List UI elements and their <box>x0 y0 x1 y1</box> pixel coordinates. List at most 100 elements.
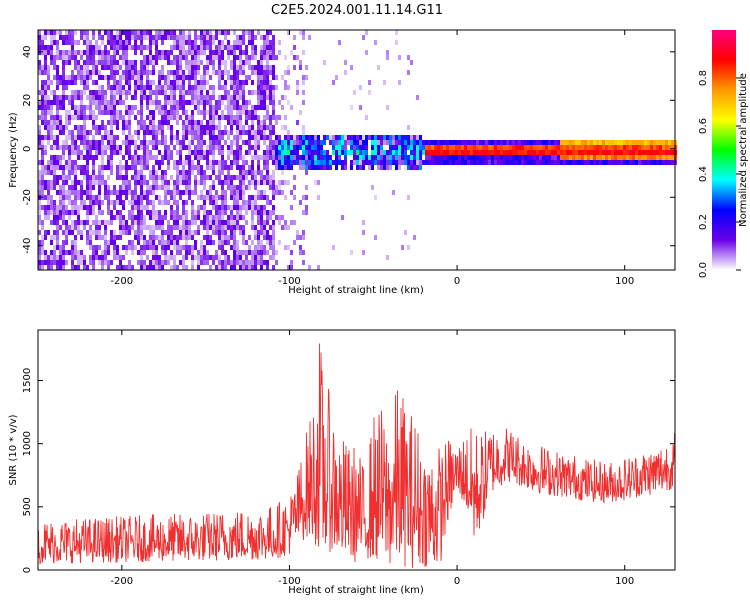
spectrogram-cell <box>215 30 218 35</box>
spectrogram-cell <box>122 120 125 125</box>
spectrogram-cell <box>281 215 284 220</box>
spectrogram-cell <box>236 185 239 190</box>
spectrogram-cell <box>158 255 161 260</box>
spectrogram-cell <box>218 45 221 50</box>
spectrogram-cell <box>410 135 413 140</box>
spectrogram-cell <box>161 180 164 185</box>
spectrogram-cell <box>380 165 383 170</box>
spectrogram-cell <box>185 125 188 130</box>
spectrogram-cell <box>50 115 53 120</box>
spectrogram-cell <box>284 145 287 150</box>
spectrogram-cell <box>56 85 59 90</box>
spectrogram-cell <box>191 70 194 75</box>
spectrogram-cell <box>242 140 245 145</box>
spectrogram-cell <box>557 145 560 150</box>
spectrogram-cell <box>182 230 185 235</box>
spectrogram-cell <box>50 260 53 265</box>
spectrogram-cell <box>326 165 329 170</box>
spectrogram-cell <box>89 95 92 100</box>
spectrogram-cell <box>116 115 119 120</box>
spectrogram-cell <box>230 150 233 155</box>
spectrogram-cell <box>371 160 374 165</box>
spectrogram-cell <box>173 100 176 105</box>
spectrogram-cell <box>224 240 227 245</box>
spectrogram-cell <box>245 130 248 135</box>
spectrogram-cell <box>86 95 89 100</box>
spectrogram-cell <box>161 85 164 90</box>
spectrogram-cell <box>101 260 104 265</box>
spectrogram-cell <box>227 30 230 35</box>
spectrogram-cell <box>269 30 272 35</box>
spectrogram-cell <box>197 170 200 175</box>
spectrogram-cell <box>83 155 86 160</box>
spectrogram-cell <box>302 75 305 80</box>
spectrogram-cell <box>128 45 131 50</box>
spectrogram-cell <box>263 85 266 90</box>
spectrogram-cell <box>155 225 158 230</box>
spectrogram-cell <box>269 145 272 150</box>
spectrogram-xlabel: Height of straight line (km) <box>288 285 424 296</box>
spectrogram-cell <box>389 160 392 165</box>
spectrogram-cell <box>248 145 251 150</box>
spectrogram-cell <box>179 160 182 165</box>
spectrogram-cell <box>65 40 68 45</box>
spectrogram-cell <box>386 155 389 160</box>
spectrogram-cell <box>44 95 47 100</box>
spectrogram-cell <box>143 135 146 140</box>
spectrogram-cell <box>89 200 92 205</box>
spectrogram-cell <box>239 180 242 185</box>
spectrogram-cell <box>245 45 248 50</box>
spectrogram-cell <box>95 60 98 65</box>
spectrogram-cell <box>488 150 491 155</box>
spectrogram-cell <box>242 240 245 245</box>
spectrogram-cell <box>215 55 218 60</box>
spectrogram-cell <box>653 145 656 150</box>
spectrogram-cell <box>272 70 275 75</box>
spectrogram-cell <box>200 35 203 40</box>
spectrogram-cell <box>206 35 209 40</box>
spectrogram-cell <box>230 105 233 110</box>
spectrogram-cell <box>131 45 134 50</box>
spectrogram-cell <box>386 135 389 140</box>
spectrogram-cell <box>155 40 158 45</box>
spectrogram-cell <box>62 40 65 45</box>
spectrogram-cell <box>296 145 299 150</box>
spectrogram-cell <box>284 245 287 250</box>
spectrogram-cell <box>68 190 71 195</box>
spectrogram-cell <box>239 90 242 95</box>
spectrogram-cell <box>302 250 305 255</box>
spectrogram-cell <box>182 75 185 80</box>
spectrogram-cell <box>278 240 281 245</box>
spectrogram-cell <box>245 210 248 215</box>
spectrogram-cell <box>218 245 221 250</box>
spectrogram-cell <box>239 175 242 180</box>
spectrogram-cell <box>65 220 68 225</box>
spectrogram-cell <box>122 100 125 105</box>
spectrogram-cell <box>356 160 359 165</box>
spectrogram-cell <box>71 90 74 95</box>
spectrogram-cell <box>128 105 131 110</box>
spectrogram-cell <box>188 165 191 170</box>
spectrogram-cell <box>155 45 158 50</box>
spectrogram-cell <box>203 85 206 90</box>
spectrogram-cell <box>194 240 197 245</box>
spectrogram-cell <box>98 190 101 195</box>
spectrogram-cell <box>128 200 131 205</box>
spectrogram-cell <box>167 30 170 35</box>
spectrogram-cell <box>263 120 266 125</box>
spectrogram-cell <box>41 245 44 250</box>
spectrogram-cell <box>665 155 668 160</box>
spectrogram-cell <box>368 90 371 95</box>
spectrogram-cell <box>266 215 269 220</box>
spectrogram-cell <box>143 60 146 65</box>
spectrogram-cell <box>263 50 266 55</box>
spectrogram-cell <box>251 125 254 130</box>
spectrogram-cell <box>389 135 392 140</box>
spectrogram-cell <box>83 145 86 150</box>
spectrogram-cell <box>170 100 173 105</box>
spectrogram-cell <box>374 195 377 200</box>
spectrogram-cell <box>236 115 239 120</box>
spectrogram-cell <box>461 150 464 155</box>
spectrogram-cell <box>80 150 83 155</box>
spectrogram-cell <box>644 155 647 160</box>
